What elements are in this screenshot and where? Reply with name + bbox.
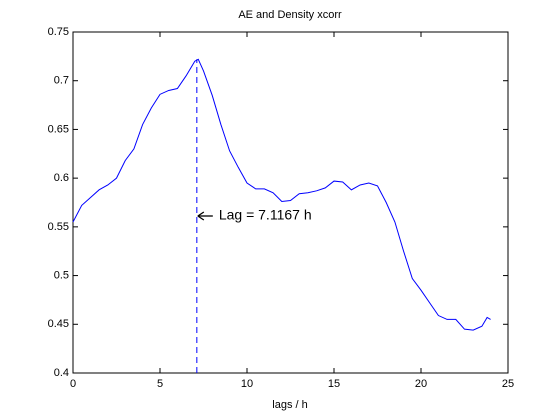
x-axis-label: lags / h	[272, 399, 307, 411]
y-tick-label: 0.45	[48, 318, 69, 330]
x-tick-label: 10	[241, 378, 253, 390]
y-tick-label: 0.5	[54, 269, 69, 281]
y-tick-label: 0.4	[54, 367, 69, 379]
x-tick-label: 5	[157, 378, 163, 390]
x-tick-label: 15	[328, 378, 340, 390]
y-tick-label: 0.75	[48, 26, 69, 38]
y-tick-label: 0.7	[54, 75, 69, 87]
annotation-arrowhead	[197, 211, 205, 221]
chart-title: AE and Density xcorr	[238, 9, 342, 21]
y-tick-label: 0.6	[54, 172, 69, 184]
annotation: Lag = 7.1167 h	[219, 207, 312, 223]
y-tick-label: 0.55	[48, 221, 69, 233]
data-line	[72, 58, 491, 331]
x-tick-label: 20	[415, 378, 427, 390]
y-tick-label: 0.65	[48, 123, 69, 135]
x-tick-label: 25	[502, 378, 514, 390]
axes-box	[72, 31, 509, 374]
x-tick-label: 0	[70, 378, 76, 390]
